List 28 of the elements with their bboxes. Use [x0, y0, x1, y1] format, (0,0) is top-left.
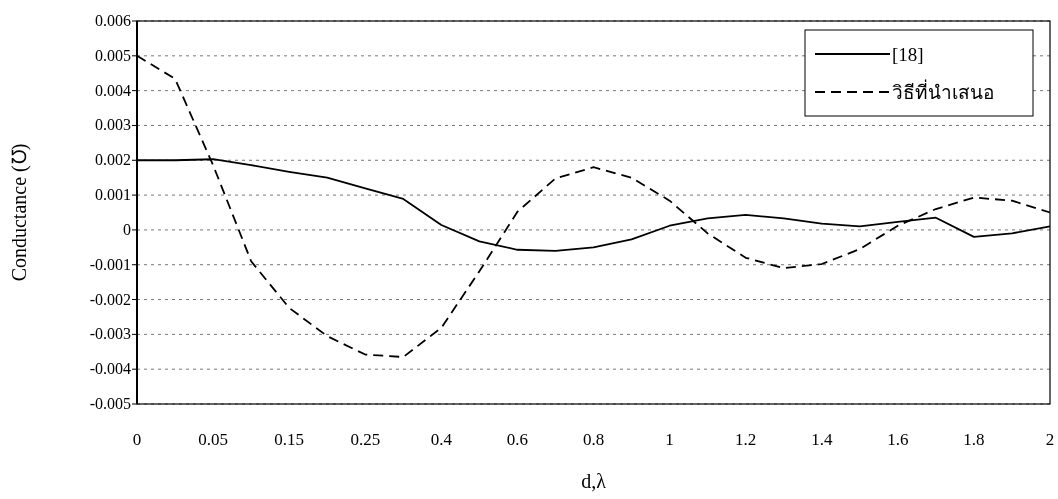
y-tick-label: -0.002	[89, 290, 131, 308]
x-tick-label: 0.8	[582, 430, 605, 449]
y-tick-label: -0.005	[89, 395, 131, 412]
x-tick-label: 0.15	[274, 430, 305, 449]
x-tick-label: 0.25	[350, 430, 381, 449]
x-tick-label: 1.6	[887, 430, 909, 449]
y-tick-label: -0.003	[89, 325, 131, 343]
y-axis-title: Conductance (℧)	[8, 143, 31, 282]
y-tick-label: 0.006	[95, 12, 131, 29]
y-tick-label: 0.001	[95, 186, 131, 204]
y-tick-label: 0.005	[95, 46, 131, 64]
x-tick-label: 2	[1045, 430, 1055, 449]
y-tick-label: -0.001	[89, 255, 131, 273]
x-tick-label: 1.8	[963, 430, 985, 449]
x-tick-label: 1.4	[811, 430, 833, 449]
x-tick-label: 0.4	[430, 430, 453, 449]
y-tick-label: -0.004	[89, 360, 131, 378]
x-axis-title: d,λ	[581, 470, 607, 492]
x-tick-label: 1.2	[735, 430, 757, 449]
y-tick-label: 0	[123, 220, 131, 238]
legend-label: [18]	[892, 44, 924, 65]
y-tick-label: 0.004	[95, 81, 131, 99]
x-tick-label: 1	[665, 430, 674, 449]
x-tick-label: 0.05	[198, 430, 228, 449]
legend-label: วิธีที่นำเสนอ	[892, 79, 994, 103]
y-tick-label: 0.003	[95, 116, 131, 134]
x-tick-label: 0.6	[506, 430, 529, 449]
y-tick-label: 0.002	[95, 151, 131, 169]
